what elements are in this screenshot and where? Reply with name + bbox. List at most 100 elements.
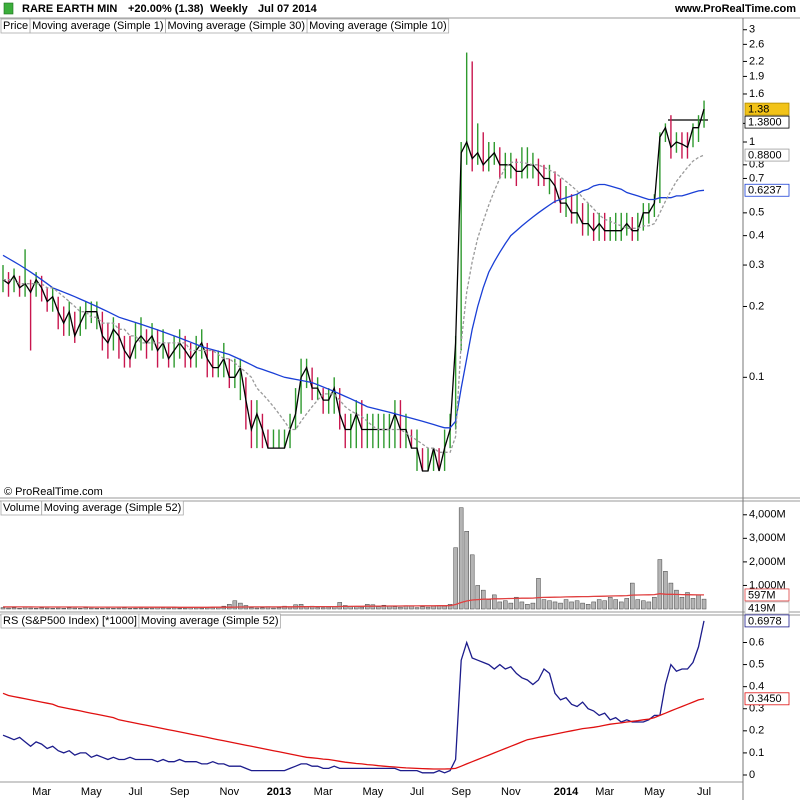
legend-box bbox=[138, 613, 281, 629]
volume-bar bbox=[497, 601, 503, 610]
y-tick-label: 3,000M bbox=[749, 532, 786, 544]
volume-bar bbox=[602, 600, 607, 610]
value-tag bbox=[744, 588, 790, 602]
volume-bar bbox=[392, 606, 398, 610]
volume-bar bbox=[641, 600, 646, 610]
volume-bar bbox=[580, 602, 585, 610]
y-tick-label: 4,000M bbox=[749, 509, 786, 521]
volume-bar bbox=[679, 596, 685, 610]
y-tick-label: 2.6 bbox=[749, 38, 764, 50]
volume-bar bbox=[630, 582, 635, 610]
line-series bbox=[2, 620, 705, 774]
y-tick-label: 2,000M bbox=[749, 556, 786, 568]
value-tag-label: 0.6237 bbox=[748, 185, 782, 197]
volume-bar bbox=[94, 608, 100, 610]
volume-bar bbox=[249, 607, 254, 610]
volume-bar bbox=[55, 607, 61, 610]
x-tick-label: Nov bbox=[501, 786, 521, 798]
volume-bar bbox=[453, 547, 458, 610]
volume-bar bbox=[508, 602, 514, 610]
legend-entry: Price bbox=[3, 20, 28, 32]
y-tick-label: 0.1 bbox=[749, 371, 764, 383]
site: www.ProRealTime.com bbox=[674, 3, 796, 15]
volume-bar bbox=[668, 582, 674, 610]
y-tick-label: 0.3 bbox=[749, 259, 764, 271]
value-tag bbox=[744, 148, 790, 162]
x-tick-label: Jul bbox=[410, 786, 424, 798]
value-tag bbox=[744, 102, 790, 116]
volume-bar bbox=[0, 607, 6, 610]
volume-bar bbox=[414, 607, 420, 610]
volume-bar bbox=[536, 578, 541, 610]
volume-bar bbox=[514, 596, 519, 610]
volume-bar bbox=[370, 604, 376, 610]
volume-bar bbox=[431, 605, 436, 610]
volume-bar bbox=[618, 601, 624, 610]
volume-bar bbox=[342, 605, 348, 610]
volume-bar bbox=[11, 607, 17, 610]
volume-bar bbox=[276, 607, 282, 610]
x-tick-label: Jul bbox=[128, 786, 142, 798]
volume-bar bbox=[685, 592, 690, 610]
value-tag-label: 1.3800 bbox=[748, 117, 782, 129]
volume-bar bbox=[624, 598, 630, 610]
volume-bar bbox=[61, 608, 66, 610]
symbol-icon bbox=[3, 2, 14, 15]
volume-bar bbox=[28, 607, 33, 610]
volume-bar bbox=[138, 607, 144, 610]
volume-bar bbox=[44, 607, 50, 610]
volume-bar bbox=[111, 608, 116, 610]
change: +20.00% (1.38) bbox=[128, 3, 204, 15]
volume-bar bbox=[447, 604, 453, 610]
x-tick-label: Mar bbox=[595, 786, 614, 798]
volume-bar bbox=[144, 608, 149, 610]
volume-bar bbox=[569, 601, 574, 610]
line-series bbox=[3, 593, 704, 608]
legend-entry: Moving average (Simple 1) bbox=[32, 20, 163, 32]
volume-bar bbox=[607, 596, 613, 610]
volume-bar bbox=[458, 507, 464, 610]
volume-bar bbox=[486, 599, 492, 610]
volume-bar bbox=[72, 607, 78, 610]
volume-bar bbox=[646, 601, 652, 610]
volume-bar bbox=[354, 606, 359, 610]
volume-bar bbox=[166, 607, 171, 610]
volume-bar bbox=[381, 604, 387, 610]
y-tick-label: 0.3 bbox=[749, 703, 764, 715]
x-tick-label: Sep bbox=[451, 786, 471, 798]
legend-entry: Moving average (Simple 10) bbox=[309, 20, 447, 32]
value-tag bbox=[744, 115, 790, 129]
volume-bar bbox=[204, 607, 210, 610]
instrument-title: RARE EARTH MIN bbox=[22, 3, 117, 15]
line-series bbox=[2, 692, 705, 770]
volume-bar bbox=[635, 599, 641, 610]
volume-bar bbox=[177, 608, 182, 610]
volume-bar bbox=[409, 605, 414, 610]
volume-bar bbox=[6, 607, 11, 610]
volume-bar bbox=[66, 607, 72, 610]
volume-bar bbox=[425, 606, 431, 610]
volume-bar bbox=[122, 607, 127, 610]
x-tick-label: Jul bbox=[697, 786, 711, 798]
value-tag-label: 0.6978 bbox=[748, 615, 782, 627]
x-tick-label: May bbox=[644, 786, 665, 798]
y-tick-label: 0.2 bbox=[749, 300, 764, 312]
volume-bar bbox=[657, 559, 663, 610]
volume-bar bbox=[674, 589, 679, 610]
volume-bar bbox=[696, 594, 701, 610]
legend-entry: Moving average (Simple 52) bbox=[141, 615, 279, 627]
volume-bar bbox=[232, 600, 238, 610]
value-tag-label: 0.3450 bbox=[748, 693, 782, 705]
volume-bar bbox=[519, 601, 525, 610]
legend-entry: RS (S&P500 Index) [*1000] bbox=[3, 615, 137, 627]
y-tick-label: 0.8 bbox=[749, 159, 764, 171]
volume-bar bbox=[254, 607, 260, 610]
x-tick-label: Mar bbox=[32, 786, 51, 798]
value-tag-label: 1.38 bbox=[748, 104, 769, 116]
y-tick-label: 0.2 bbox=[749, 725, 764, 737]
volume-bar bbox=[376, 606, 381, 610]
volume-bar bbox=[149, 607, 155, 610]
volume-bar bbox=[663, 571, 668, 610]
volume-bar bbox=[33, 608, 39, 610]
